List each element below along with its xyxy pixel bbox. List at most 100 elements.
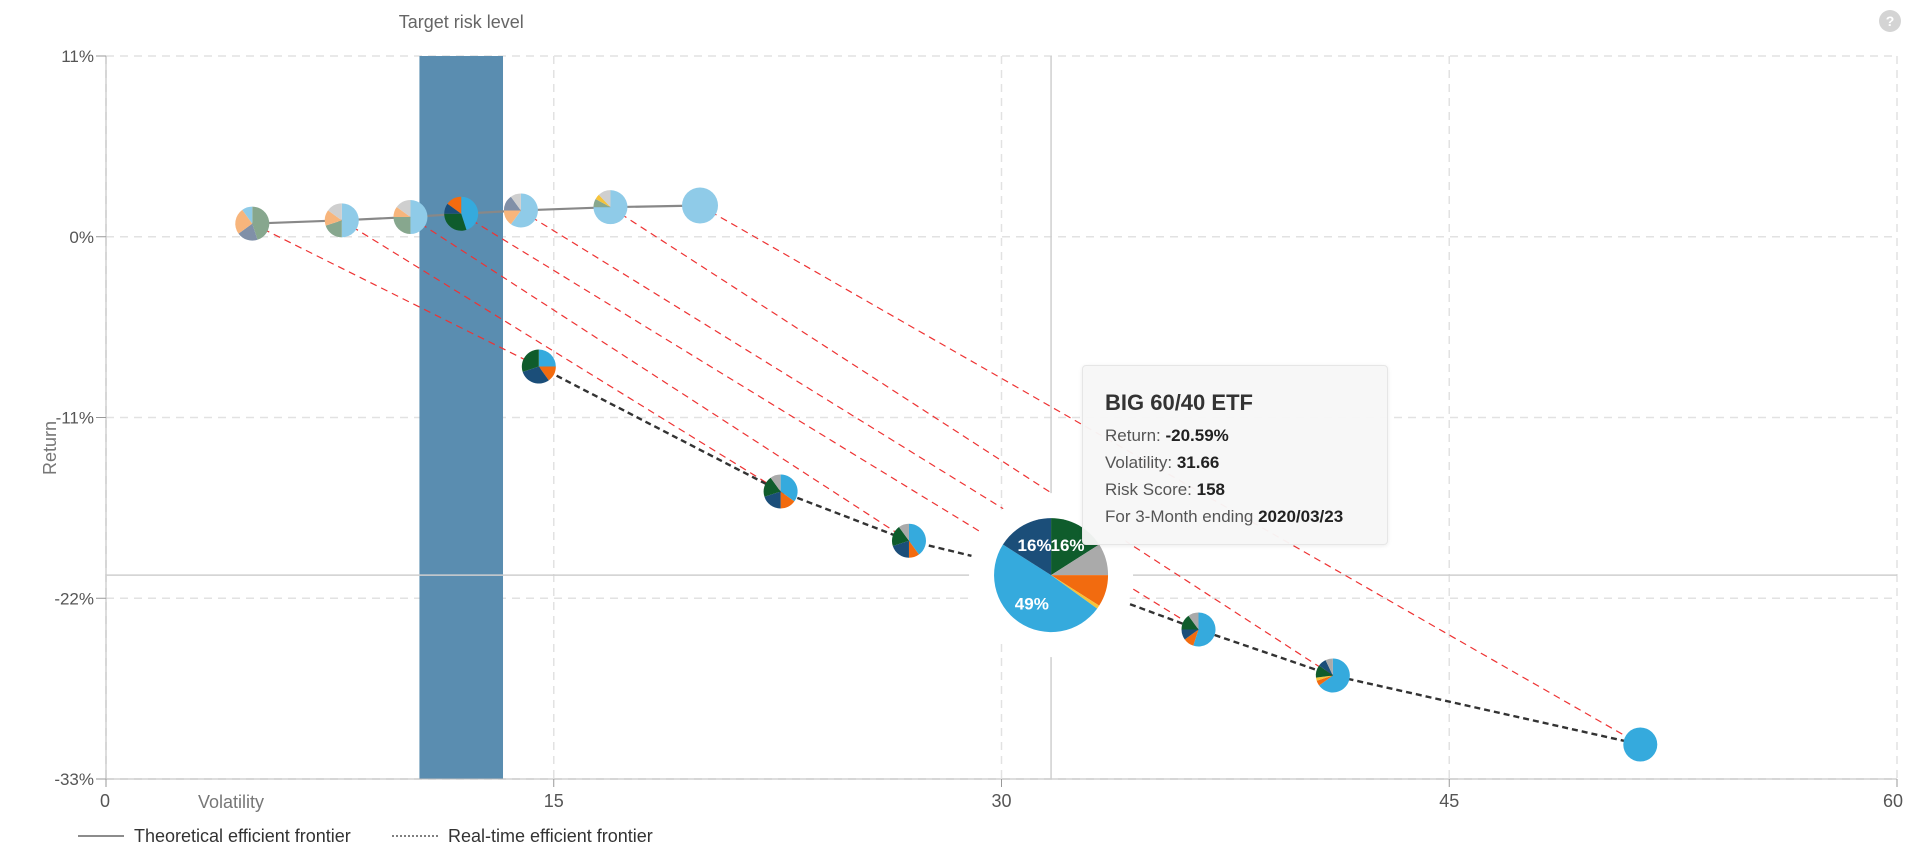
pie-slice <box>891 526 909 546</box>
y-tick-label: -33% <box>54 770 94 789</box>
pie-slice <box>1193 612 1216 647</box>
pie-slice <box>538 366 556 381</box>
pie-slice <box>503 210 521 225</box>
tooltip-volatility-row: Volatility: 31.66 <box>1105 449 1365 476</box>
pie-slice <box>908 523 926 555</box>
pie-slice-label: 49% <box>1015 594 1049 613</box>
realtime-point <box>1623 727 1658 762</box>
realtime-point <box>521 349 556 384</box>
pie-slice <box>1051 544 1109 576</box>
theoretical-point <box>235 206 270 241</box>
pie-slice <box>1623 727 1658 762</box>
pie-slice <box>1325 658 1333 676</box>
pie-slice-label: 16% <box>1018 536 1052 555</box>
link-line <box>341 219 781 492</box>
theoretical-point <box>593 190 628 225</box>
tooltip-period-value: 2020/03/23 <box>1258 507 1344 526</box>
pie-slice <box>1188 612 1199 630</box>
target-risk-band <box>419 56 504 779</box>
grid-lines <box>105 55 1898 780</box>
pie-slice <box>396 200 411 218</box>
tooltip-volatility-value: 31.66 <box>1176 453 1220 472</box>
pie-slice <box>1315 675 1333 681</box>
tooltip-risk-value: 158 <box>1196 480 1226 499</box>
pie-slice <box>328 203 342 221</box>
tooltip-title: BIG 60/40 ETF <box>1105 390 1253 415</box>
pie-slice <box>393 207 411 218</box>
tooltip-volatility-label: Volatility: <box>1105 453 1177 472</box>
pie-slice <box>1316 675 1333 686</box>
link-line <box>410 216 910 542</box>
realtime-point <box>1315 658 1350 693</box>
pie-slice <box>510 193 538 228</box>
y-tick-label: 0% <box>69 228 94 247</box>
y-tick-label: -22% <box>54 589 94 608</box>
theoretical-point <box>503 193 538 228</box>
pie-slice <box>538 349 556 367</box>
pie-slice <box>908 540 919 558</box>
pie-slice <box>1315 665 1333 678</box>
pie-slice <box>444 213 467 231</box>
pie-slice <box>780 491 795 509</box>
pie-slice <box>892 540 909 558</box>
tooltip-return-row: Return: -20.59% <box>1105 422 1365 449</box>
target-risk-label: Target risk level <box>399 12 524 32</box>
pie-slice <box>1051 575 1109 606</box>
pie-slice <box>763 477 781 497</box>
link-line <box>460 213 1052 576</box>
theoretical-point <box>444 196 479 231</box>
pie-slice <box>780 474 798 502</box>
pie-slice <box>510 193 521 211</box>
data-tooltip: BIG 60/40 ETF Return: -20.59% Volatility… <box>1082 365 1388 545</box>
pie-slice <box>521 349 539 372</box>
tooltip-period-label: For 3-Month ending <box>1105 507 1259 526</box>
pie-slice <box>325 220 342 238</box>
pie-slice <box>1002 518 1052 576</box>
tooltip-return-value: -20.59% <box>1165 426 1229 445</box>
tooltip-risk-label: Risk Score: <box>1105 480 1197 499</box>
pie-slice-label: 16% <box>1051 536 1085 555</box>
y-tick-label: 11% <box>61 47 94 66</box>
pie-slice <box>324 210 342 226</box>
pie-slice <box>410 200 428 235</box>
pie-slice <box>238 223 258 241</box>
pie-slice <box>1319 658 1350 693</box>
pie-slice <box>1319 660 1333 676</box>
pie-slice <box>1184 629 1199 646</box>
pie-slice <box>595 194 611 208</box>
pie-slice <box>898 523 909 541</box>
x-tick-label: 45 <box>1439 791 1459 811</box>
legend: Theoretical efficient frontier Real-time … <box>78 826 653 846</box>
pie-slice <box>764 491 781 509</box>
pie-slice <box>341 203 359 238</box>
pie-slice <box>252 206 270 240</box>
realtime-point <box>891 523 926 558</box>
y-tick-label: -11% <box>56 409 94 428</box>
pie-slice <box>447 196 462 214</box>
pie-slice <box>242 206 253 224</box>
theoretical-point <box>682 187 719 224</box>
tooltip-period-row: For 3-Month ending 2020/03/23 <box>1105 503 1365 530</box>
pie-slice <box>1181 615 1199 630</box>
realtime-point <box>763 474 798 509</box>
pie-slice <box>682 187 719 224</box>
pie-slice <box>1181 629 1199 640</box>
theoretical-point <box>393 200 428 235</box>
help-button[interactable]: ? <box>1879 10 1901 32</box>
pie-slice <box>393 217 411 235</box>
theoretical-point <box>324 203 359 238</box>
pie-slice <box>770 474 781 492</box>
pie-slice <box>503 196 521 211</box>
tooltip-return-label: Return: <box>1105 426 1166 445</box>
pie-slice <box>444 203 462 214</box>
tooltip-risk-row: Risk Score: 158 <box>1105 476 1365 503</box>
pie-slice <box>235 209 253 234</box>
legend-label-realtime: Real-time efficient frontier <box>448 826 653 846</box>
x-tick-label: 0 <box>100 791 110 811</box>
x-tick-label: 60 <box>1883 791 1903 811</box>
y-axis-title: Return <box>40 421 60 475</box>
x-axis-title: Volatility <box>198 792 264 812</box>
pie-slice <box>994 544 1098 633</box>
pie-slice <box>598 190 611 208</box>
